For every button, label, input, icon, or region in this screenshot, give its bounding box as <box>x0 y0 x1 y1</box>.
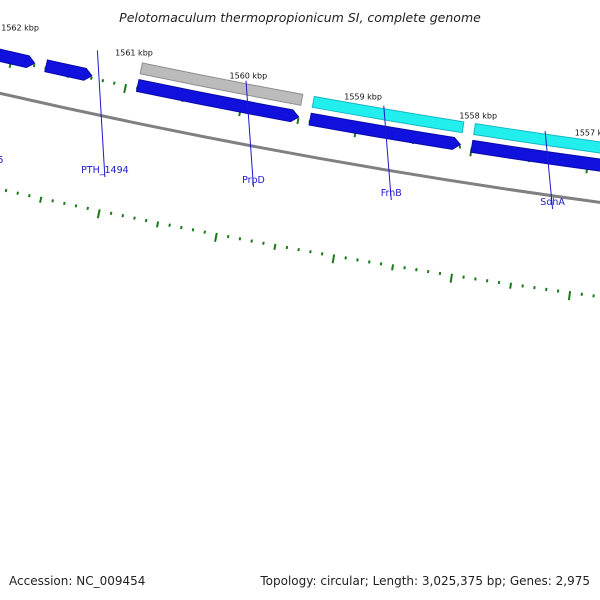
inner-tick <box>320 252 324 256</box>
inner-tick <box>331 254 336 264</box>
inner-tick <box>226 234 230 239</box>
kbp-labels: 1562 kbp 1561 kbp 1560 kbp 1559 kbp 1558 kbp… <box>1 24 600 138</box>
forward-gene-7 <box>135 79 300 123</box>
map-title: Pelotomaculum thermopropionicum SI, comp… <box>119 10 481 25</box>
inner-tick <box>74 204 78 208</box>
outer-tick <box>101 79 105 83</box>
inner-tick <box>203 230 207 234</box>
inner-tick <box>156 221 160 228</box>
outer-tick <box>112 81 116 85</box>
inner-tick <box>86 206 90 211</box>
inner-tick <box>509 282 513 289</box>
gene-leader-line <box>544 131 554 210</box>
inner-tick <box>144 218 148 223</box>
gene-features <box>0 48 600 172</box>
inner-tick <box>449 273 453 283</box>
pseudo-gene-1 <box>139 62 304 106</box>
backbone-arc <box>0 91 600 204</box>
inner-tick <box>273 243 277 250</box>
inner-tick <box>391 264 395 271</box>
outer-tick <box>90 76 93 80</box>
inner-tick <box>191 228 195 232</box>
inner-tick <box>180 225 183 230</box>
kbp-label-1559: 1559 kbp <box>344 93 382 102</box>
gene-leader-line <box>383 105 392 201</box>
inner-tick <box>63 201 66 206</box>
inner-tick <box>297 247 300 252</box>
inner-tick <box>39 196 43 203</box>
gene-label-frhb: FrhB <box>381 188 402 199</box>
genome-summary: Topology: circular; Length: 3,025,375 bp… <box>260 574 590 588</box>
kbp-label-1557: 1557 kbp <box>575 129 600 138</box>
kbp-label-1562: 1562 kbp <box>1 24 39 33</box>
highlight-gene-3 <box>473 123 600 154</box>
forward-gene-9 <box>470 139 600 172</box>
inner-tick <box>214 232 218 242</box>
inner-tick <box>356 258 359 262</box>
gene-label-prpd: PrpD <box>242 175 265 186</box>
inner-tick <box>309 250 312 254</box>
kbp-label-1561: 1561 kbp <box>115 49 153 58</box>
forward-gene-6 <box>44 59 93 81</box>
inner-tick <box>285 245 289 250</box>
inner-tick <box>51 199 54 203</box>
inner-tick <box>121 214 125 218</box>
gene-label-sdha: SdhA <box>540 197 565 208</box>
outer-tick <box>123 83 128 94</box>
kbp-label-1560: 1560 kbp <box>230 72 268 81</box>
inner-tick <box>4 188 8 193</box>
gene-label-pth-1494: PTH_1494 <box>81 165 129 176</box>
inner-tick <box>16 191 20 195</box>
inner-tick <box>238 237 242 241</box>
inner-tick <box>344 256 347 260</box>
outer-tick <box>296 117 300 125</box>
inner-tick <box>28 194 31 198</box>
inner-tick <box>262 241 265 245</box>
inner-tick <box>96 209 101 219</box>
forward-gene-5 <box>0 48 36 69</box>
inner-tick <box>250 239 253 243</box>
accession-text: Accession: NC_009454 <box>9 574 146 588</box>
highlight-gene-2 <box>311 95 465 134</box>
gene-label-pth-1495: PTH_1495 <box>0 155 3 166</box>
outer-tick <box>32 63 36 68</box>
kbp-label-1558: 1558 kbp <box>459 112 497 121</box>
gene-leader-line <box>96 50 106 178</box>
inner-tick <box>133 216 136 220</box>
inner-tick <box>368 260 371 264</box>
inner-tick <box>567 291 572 301</box>
inner-tick <box>109 211 113 215</box>
gene-labels: PTH_1495PTH_1494PrpDFrhBSdhASdhB <box>0 50 565 210</box>
forward-gene-8 <box>308 112 462 150</box>
inner-tick <box>168 223 171 227</box>
backbone <box>0 91 600 204</box>
gene-leader-line <box>245 80 254 188</box>
